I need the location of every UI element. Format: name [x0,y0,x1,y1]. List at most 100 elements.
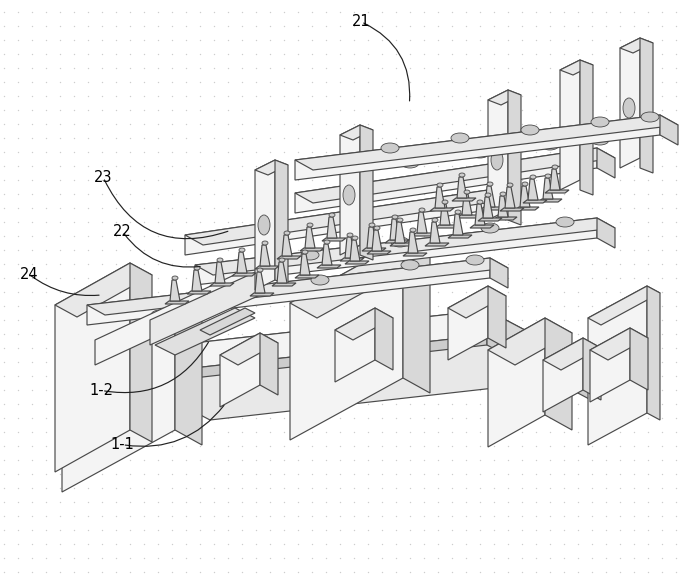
Polygon shape [647,286,660,420]
Polygon shape [448,235,472,238]
Ellipse shape [194,266,200,270]
Polygon shape [488,190,506,220]
Polygon shape [272,283,296,286]
Polygon shape [385,240,409,243]
Polygon shape [390,219,400,240]
Ellipse shape [397,218,403,222]
Ellipse shape [369,223,375,227]
Polygon shape [155,308,255,355]
Polygon shape [340,258,364,261]
Polygon shape [620,38,640,168]
Ellipse shape [437,183,443,187]
Polygon shape [87,258,508,315]
Ellipse shape [284,231,290,235]
Polygon shape [493,217,517,220]
Polygon shape [345,261,369,264]
Polygon shape [127,363,145,425]
Polygon shape [488,90,521,105]
Polygon shape [545,318,572,430]
Polygon shape [550,169,560,190]
Text: 1-2: 1-2 [90,383,114,398]
Polygon shape [588,286,660,325]
Polygon shape [483,197,493,218]
Polygon shape [523,200,547,203]
Polygon shape [237,252,247,273]
Polygon shape [195,218,615,275]
Polygon shape [560,60,593,75]
Ellipse shape [545,174,551,178]
Polygon shape [232,273,256,276]
Polygon shape [192,270,202,291]
Polygon shape [372,230,382,251]
Polygon shape [317,265,341,268]
Ellipse shape [464,190,470,194]
Ellipse shape [477,200,483,204]
Polygon shape [87,363,127,437]
Polygon shape [200,308,255,335]
Polygon shape [543,178,553,199]
Polygon shape [640,38,653,173]
Text: 21: 21 [352,14,371,29]
Ellipse shape [301,250,319,260]
Polygon shape [395,222,405,243]
Polygon shape [277,256,301,259]
Polygon shape [538,199,562,202]
Polygon shape [452,198,476,201]
Polygon shape [580,60,593,195]
Ellipse shape [556,217,574,227]
Polygon shape [488,286,506,348]
Polygon shape [362,248,386,251]
Ellipse shape [352,236,358,240]
Ellipse shape [591,117,609,127]
Polygon shape [185,190,506,245]
Ellipse shape [374,226,380,230]
Polygon shape [345,237,355,258]
Polygon shape [488,318,545,447]
Polygon shape [295,115,660,180]
Text: 22: 22 [113,224,132,239]
Polygon shape [305,227,315,248]
Polygon shape [255,160,275,290]
Ellipse shape [307,223,313,227]
Polygon shape [100,360,118,430]
Ellipse shape [500,192,506,196]
Polygon shape [130,263,152,442]
Polygon shape [322,244,332,265]
Polygon shape [282,235,292,256]
Polygon shape [187,291,211,294]
Polygon shape [498,196,508,217]
Ellipse shape [302,250,308,254]
Polygon shape [520,186,530,207]
Ellipse shape [507,183,513,187]
Polygon shape [478,218,502,221]
Polygon shape [408,232,418,253]
Polygon shape [620,38,653,53]
Ellipse shape [432,218,438,222]
Ellipse shape [401,158,419,168]
Polygon shape [630,328,648,390]
Polygon shape [87,310,487,380]
Polygon shape [457,215,481,218]
Polygon shape [430,222,440,243]
Polygon shape [295,275,319,278]
Polygon shape [462,194,472,215]
Polygon shape [250,293,274,296]
Ellipse shape [347,233,353,237]
Polygon shape [360,125,373,260]
Ellipse shape [541,140,559,150]
Polygon shape [300,254,310,275]
Ellipse shape [455,210,461,214]
Polygon shape [487,335,610,410]
Polygon shape [255,266,279,269]
Polygon shape [590,328,648,360]
Ellipse shape [279,258,285,262]
Polygon shape [295,148,597,213]
Polygon shape [367,251,391,254]
Polygon shape [543,338,601,370]
Polygon shape [488,90,508,220]
Ellipse shape [466,255,484,265]
Polygon shape [487,310,610,400]
Polygon shape [255,272,265,293]
Text: 23: 23 [94,170,112,185]
Polygon shape [448,286,506,318]
